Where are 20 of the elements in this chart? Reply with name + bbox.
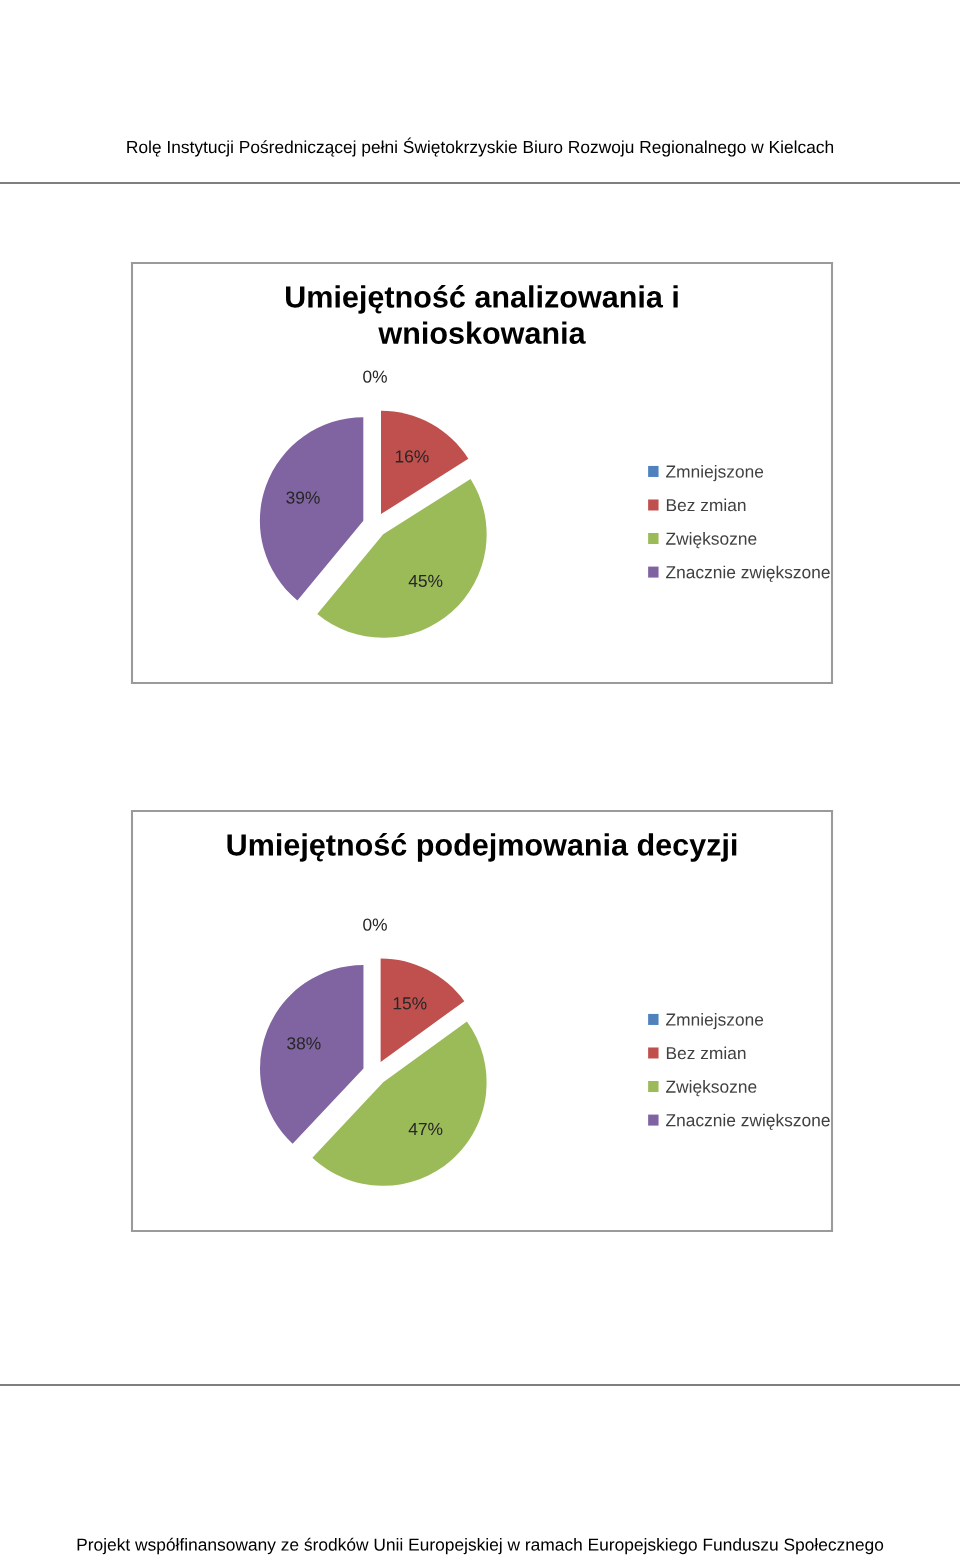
legend-label: Zmniejszone [666, 1012, 764, 1030]
text: 0% [363, 370, 387, 383]
legend-label: Zwięksozne [666, 532, 757, 549]
data-label: 38% [287, 1037, 321, 1050]
legend-label: Znacznie zwiększone [666, 565, 830, 582]
text: 0% [363, 918, 387, 931]
legend-label: Zmniejszone [666, 464, 764, 482]
chart-title: Umiejętność analizowania i wnioskowania [286, 285, 678, 344]
text: Projekt współfinansowany ze środków Unii Europejskiej w ramach Europejskiego Funduszu Społecznego [77, 1537, 884, 1555]
legend-label: Zwięksozne [666, 1080, 757, 1097]
data-label: 47% [408, 1122, 443, 1136]
data-label: 45% [408, 574, 443, 588]
legend-label: Bez zmian [666, 1046, 746, 1060]
chart-title: Umiejętność podejmowania decyzji [227, 833, 737, 862]
legend-label: Bez zmian [666, 498, 746, 512]
data-label: 15% [393, 997, 427, 1010]
data-label: 16% [395, 450, 429, 463]
text: Rolę Instytucji Pośredniczącej pełni Świętokrzyskie Biuro Rozwoju Regionalnego w Kielcach [127, 137, 834, 157]
data-label: 39% [286, 491, 320, 504]
legend-label: Znacznie zwiększone [666, 1113, 830, 1130]
